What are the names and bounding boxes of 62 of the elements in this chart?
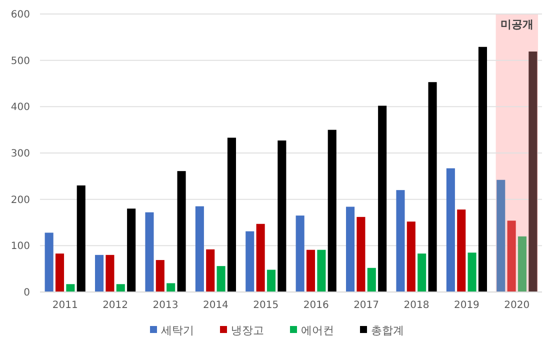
bar <box>346 206 355 292</box>
bar <box>518 236 527 292</box>
bar <box>446 168 455 292</box>
x-tick-label: 2020 <box>504 300 530 311</box>
bar <box>127 208 136 292</box>
bar <box>166 283 176 292</box>
legend-label: 에어컨 <box>301 324 334 337</box>
legend-label: 총합계 <box>371 324 404 337</box>
bar <box>227 138 236 292</box>
x-tick-label: 2017 <box>354 300 380 311</box>
bar <box>328 130 336 292</box>
y-tick-label: 400 <box>10 102 30 114</box>
bar <box>406 222 416 292</box>
x-tick-label: 2011 <box>52 300 78 311</box>
bar <box>95 254 104 292</box>
bar <box>116 284 125 292</box>
y-tick-label: 500 <box>10 56 30 67</box>
y-tick-label: 0 <box>24 288 30 298</box>
bar <box>478 46 487 292</box>
y-tick-label: 200 <box>10 194 30 206</box>
x-tick-label: 2015 <box>253 300 279 311</box>
bar <box>296 216 304 292</box>
bar <box>468 252 476 292</box>
bar <box>206 249 215 292</box>
bar <box>256 224 265 292</box>
bar <box>528 52 538 292</box>
bar <box>44 232 54 292</box>
bar <box>145 212 154 292</box>
y-tick-label: 300 <box>10 148 30 160</box>
y-tick-label: 600 <box>10 10 30 20</box>
bar <box>177 171 186 292</box>
bar <box>507 220 516 292</box>
bar <box>195 206 204 292</box>
bar <box>266 270 276 292</box>
bar <box>418 254 426 292</box>
bar <box>156 260 164 292</box>
bar <box>66 284 75 292</box>
bar <box>55 254 64 292</box>
y-tick-label: 100 <box>10 241 30 252</box>
bar <box>428 82 437 292</box>
bar <box>496 180 506 292</box>
x-tick-label: 2016 <box>303 300 329 311</box>
x-tick-label: 2013 <box>152 300 178 311</box>
x-tick-label: 2019 <box>454 300 480 311</box>
bar <box>306 250 316 292</box>
bar <box>356 216 366 292</box>
bar <box>367 268 376 292</box>
x-tick-label: 2012 <box>102 300 128 311</box>
legend-label: 세탁기 <box>161 324 194 337</box>
bar <box>278 140 286 292</box>
x-tick-label: 2014 <box>202 300 228 311</box>
legend-label: 냉장고 <box>231 324 264 337</box>
bar <box>378 106 387 292</box>
bar <box>396 190 405 292</box>
band-label: 미공개 <box>500 18 534 31</box>
bar <box>317 250 326 292</box>
bar <box>76 185 86 292</box>
bar <box>457 210 466 292</box>
bar <box>216 266 226 292</box>
x-tick-label: 2018 <box>404 300 430 311</box>
bar <box>106 254 114 292</box>
bar <box>246 231 254 292</box>
